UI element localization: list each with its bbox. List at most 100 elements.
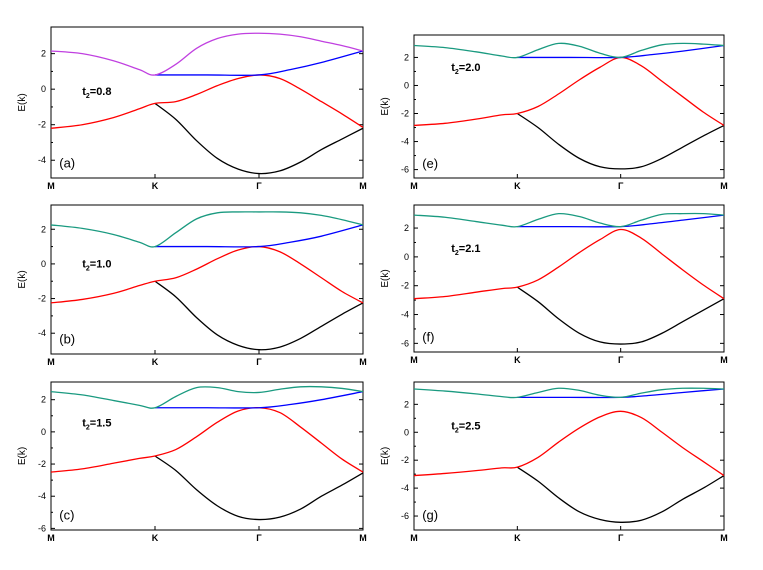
panel-g-label: (g) [422, 508, 438, 523]
panel-c-xtick-label: K [152, 533, 159, 543]
panel-f-xtick-label: M [410, 355, 418, 365]
panel-a-label: (a) [59, 155, 75, 170]
panel-g-ytick-label: -4 [401, 483, 409, 493]
panel-e-xtick-label: Γ [618, 181, 624, 191]
panel-f-param-label: t2=2.1 [451, 243, 480, 257]
panel-c-param-label: t2=1.5 [82, 417, 111, 431]
panel-g-ytick-label: -2 [401, 455, 409, 465]
panel-e-param-symbol: t [451, 62, 455, 74]
panel-g-ylabel: E(k) [380, 447, 391, 465]
panel-c-xtick-label: M [359, 533, 367, 543]
panel-c-ytick-label: -4 [38, 491, 46, 501]
panel-b-frame [50, 204, 364, 355]
panel-c-band-2-line [50, 407, 364, 473]
panel-g-frame [413, 381, 725, 531]
panel-b-label: (b) [59, 332, 75, 347]
panel-b-param-subscript: 2 [86, 266, 90, 273]
panel-e-param-subscript: 2 [455, 69, 459, 76]
panel-b-xtick-label: K [152, 357, 159, 367]
panel-a-ylabel: E(k) [17, 93, 28, 111]
panel-f-ytick-label: -6 [401, 338, 409, 348]
panel-f-band-4-line [413, 212, 725, 228]
panel-g-ytick-label: 0 [404, 427, 409, 437]
panel-c-ytick-label: 2 [41, 395, 46, 405]
panel-b-xtick-label: Γ [256, 357, 262, 367]
panel-e-ytick-label: -4 [401, 137, 409, 147]
panel-a-xtick-label: M [359, 181, 367, 191]
panel-e-ytick-label: 0 [404, 80, 409, 90]
panel-b-xtick-label: M [47, 357, 55, 367]
panel-a-xtick-label: K [152, 181, 159, 191]
panel-f-frame [413, 204, 725, 353]
panel-g-xtick-label: Γ [618, 533, 624, 543]
panel-c-frame [50, 381, 364, 531]
panel-e-band-3-line [517, 44, 725, 59]
panel-f-ylabel: E(k) [380, 269, 391, 287]
panel-c-param-value: =1.5 [90, 417, 112, 429]
panel-b-param-label: t2=1.0 [82, 259, 111, 273]
panel-e-label: (e) [422, 156, 438, 171]
panel-a-frame [50, 26, 364, 179]
panel-e-frame [413, 34, 725, 179]
panel-c-ytick-label: 0 [41, 427, 46, 437]
panel-g-param-value: =2.5 [459, 420, 481, 432]
panel-g-band-4-line [413, 387, 725, 399]
panel-a-band-1-line [154, 102, 364, 175]
panel-e-band-1-line [516, 112, 725, 170]
panel-f-param-subscript: 2 [455, 250, 459, 257]
panel-g-band-2-line [413, 410, 725, 477]
panel-g-band-1-line [516, 466, 725, 523]
panel-c-param-subscript: 2 [86, 424, 90, 431]
panel-f-ytick-label: 2 [404, 223, 409, 233]
panel-c-band-3-line [155, 391, 364, 409]
panel-f-xtick-label: Γ [618, 355, 624, 365]
panel-a-ytick-label: 0 [41, 84, 46, 94]
panel-g-param-subscript: 2 [455, 427, 459, 434]
panel-e-band-4-line [413, 42, 725, 59]
panel-b-band-2-line [50, 245, 364, 304]
panel-f-ytick-label: -2 [401, 281, 409, 291]
panel-g-param-symbol: t [451, 420, 455, 432]
panel-c-xtick-label: Γ [256, 533, 262, 543]
panel-e-ytick-label: -2 [401, 109, 409, 119]
panel-f-xtick-label: M [720, 355, 728, 365]
panel-e-band-2-line [413, 56, 725, 127]
panel-c-label: (c) [59, 508, 74, 523]
panel-a-param-label: t2=0.8 [82, 86, 111, 100]
panel-b-band-1-line [154, 280, 364, 351]
panel-c-xtick-label: M [47, 533, 55, 543]
panel-b-ytick-label: -4 [38, 328, 46, 338]
panel-g-xtick-label: M [720, 533, 728, 543]
panel-e-ytick-label: 2 [404, 52, 409, 62]
panel-g-param-label: t2=2.5 [451, 420, 480, 434]
panel-a-band-4-line [50, 32, 364, 76]
panel-f-xtick-label: K [514, 355, 521, 365]
panel-g-xtick-label: M [410, 533, 418, 543]
panel-a-ytick-label: 2 [41, 49, 46, 59]
panel-e-ylabel: E(k) [380, 97, 391, 115]
panel-c-param-symbol: t [82, 417, 86, 429]
panel-f-band-3-line [517, 214, 725, 228]
panel-e-param-value: =2.0 [459, 62, 481, 74]
panel-b-ytick-label: 0 [41, 259, 46, 269]
panel-g-ytick-label: 2 [404, 399, 409, 409]
panel-a-band-2-line [50, 74, 364, 129]
panel-b-ylabel: E(k) [17, 270, 28, 288]
panel-a-ytick-label: -2 [38, 120, 46, 130]
panel-f-band-2-line [413, 228, 725, 300]
panel-b-band-4-line [50, 211, 364, 248]
panel-a-xtick-label: M [47, 181, 55, 191]
panel-e-xtick-label: M [410, 181, 418, 191]
panel-b-ytick-label: -2 [38, 294, 46, 304]
panel-a-xtick-label: Γ [256, 181, 262, 191]
panel-e-param-label: t2=2.0 [451, 62, 480, 76]
panel-b-param-symbol: t [82, 259, 86, 271]
panel-a-band-3-line [155, 50, 364, 77]
panel-c-ytick-label: -6 [38, 523, 46, 533]
panel-e-xtick-label: M [720, 181, 728, 191]
panel-g-band-3-line [517, 388, 725, 399]
panel-f-band-1-line [516, 286, 725, 345]
panel-a-param-subscript: 2 [86, 93, 90, 100]
